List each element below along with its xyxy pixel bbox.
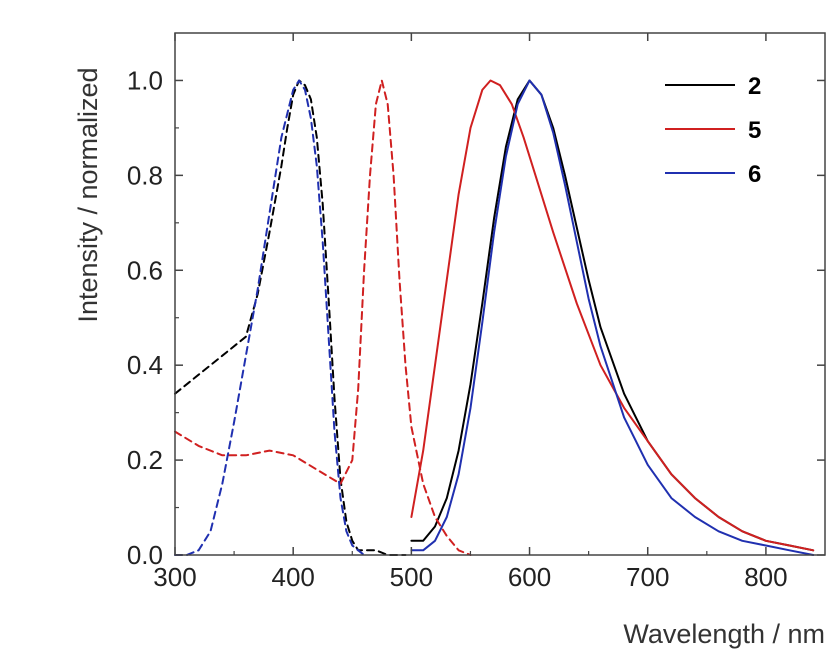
series-5-emission-line [410,79,815,552]
legend-label-5: 5 [748,117,761,144]
y-tick-label: 0.8 [127,160,163,190]
series-2-emission-line [410,79,815,552]
x-tick-label: 800 [744,562,787,592]
legend-label-6: 6 [748,161,761,188]
y-tick-label: 0.0 [127,540,163,570]
y-tick-label: 0.6 [127,255,163,285]
x-tick-label: 300 [153,562,196,592]
series-layer [174,79,815,556]
legend-label-2: 2 [748,73,761,100]
axis-ticks [174,33,825,556]
series-6-emission-line [410,79,815,556]
x-tick-label: 600 [508,562,551,592]
x-tick-label: 400 [271,562,314,592]
legend: 2 5 6 [665,73,761,188]
plot-frame [174,32,826,556]
series-5-absorption-line [174,79,472,556]
x-tick-label: 500 [390,562,433,592]
x-tick-label: 700 [626,562,669,592]
x-axis-label: Wavelength / nm [623,619,825,649]
series-6-absorption-line [174,79,366,556]
y-axis-label: Intensity / normalized [73,67,103,322]
y-tick-label: 1.0 [127,65,163,95]
series-2-absorption-line [174,79,407,556]
tick-labels: 300 400 500 600 700 800 0.0 0.2 0.4 0.6 0.8 1.0 [127,65,788,592]
y-tick-label: 0.2 [127,445,163,475]
y-tick-label: 0.4 [127,350,163,380]
